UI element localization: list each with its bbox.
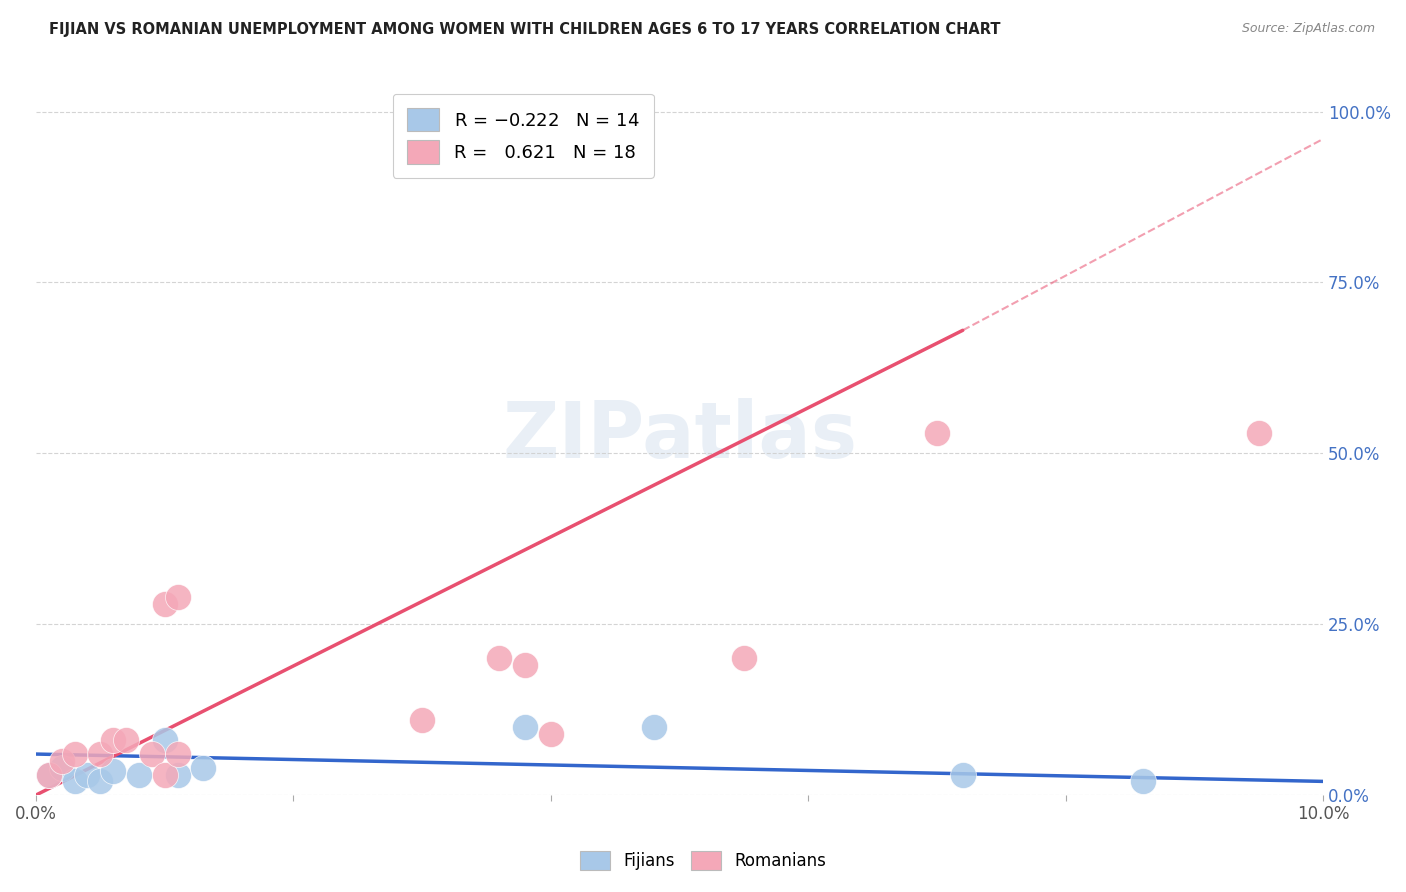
Point [141, 747, 163, 761]
Point [488, 651, 510, 665]
Point [513, 658, 536, 673]
Legend: Fijians, Romanians: Fijians, Romanians [574, 844, 832, 877]
Point [51, 754, 73, 768]
Point [925, 425, 948, 440]
Legend: R = $-$0.222   N = 14, R =   0.621   N = 18: R = $-$0.222 N = 14, R = 0.621 N = 18 [392, 94, 654, 178]
Point [952, 767, 974, 781]
Point [128, 767, 150, 781]
Point [1132, 774, 1154, 789]
Point [115, 733, 138, 747]
Point [193, 761, 215, 775]
Point [166, 590, 188, 604]
Point [153, 733, 176, 747]
Point [540, 726, 562, 740]
Point [76, 767, 98, 781]
Point [63, 747, 86, 761]
Text: FIJIAN VS ROMANIAN UNEMPLOYMENT AMONG WOMEN WITH CHILDREN AGES 6 TO 17 YEARS COR: FIJIAN VS ROMANIAN UNEMPLOYMENT AMONG WO… [49, 22, 1001, 37]
Point [166, 767, 188, 781]
Point [51, 761, 73, 775]
Point [101, 733, 124, 747]
Text: ZIPatlas: ZIPatlas [502, 398, 858, 475]
Point [411, 713, 433, 727]
Point [101, 764, 124, 779]
Point [153, 597, 176, 611]
Point [643, 720, 665, 734]
Point [1247, 425, 1270, 440]
Point [513, 720, 536, 734]
Point [38, 767, 60, 781]
Point [38, 767, 60, 781]
Point [153, 767, 176, 781]
Point [166, 747, 188, 761]
Text: Source: ZipAtlas.com: Source: ZipAtlas.com [1241, 22, 1375, 36]
Point [63, 774, 86, 789]
Point [733, 651, 755, 665]
Point [89, 747, 111, 761]
Point [89, 774, 111, 789]
